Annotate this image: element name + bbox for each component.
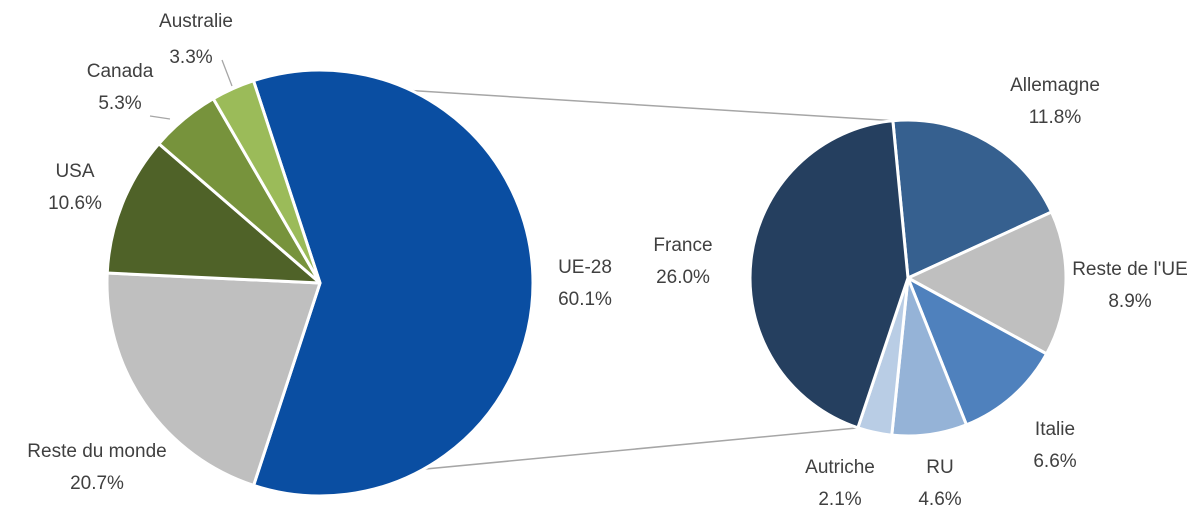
pie-slice: [211, 79, 322, 285]
category-label: UE-28: [558, 257, 612, 278]
pie-slice: [105, 142, 322, 285]
value-label: 20.7%: [70, 473, 124, 494]
value-label: 5.3%: [98, 93, 141, 114]
leader-line: [149, 115, 171, 120]
category-label: Allemagne: [1010, 75, 1100, 96]
value-label: 26.0%: [656, 267, 710, 288]
category-label: Autriche: [805, 457, 875, 478]
category-label: Australie: [159, 11, 233, 32]
category-label: USA: [55, 161, 94, 182]
value-label: 60.1%: [558, 289, 612, 310]
pie-slice: [906, 276, 1049, 427]
category-label: France: [653, 235, 712, 256]
category-label: Reste de l'UE: [1072, 259, 1188, 280]
category-label: Canada: [87, 61, 154, 82]
leader-line: [221, 59, 233, 87]
pie-slice: [748, 119, 910, 430]
pie-slice: [906, 210, 1068, 356]
value-label: 6.6%: [1033, 451, 1076, 472]
category-label: RU: [926, 457, 953, 478]
pie-slice: [251, 68, 535, 498]
labels: UE-28 60.1% Reste du monde 20.7% USA 10.6% Can…: [27, 11, 1188, 510]
pie-slice: [105, 271, 322, 487]
value-label: 3.3%: [169, 47, 212, 68]
pie-slice: [891, 118, 1054, 280]
value-label: 11.8%: [1029, 107, 1082, 128]
value-label: 8.9%: [1108, 291, 1151, 312]
category-label: Reste du monde: [27, 441, 166, 462]
pies: [105, 68, 1068, 498]
category-label: Italie: [1035, 419, 1075, 440]
value-label: 2.1%: [818, 489, 861, 510]
value-label: 4.6%: [918, 489, 961, 510]
value-label: 10.6%: [48, 193, 102, 214]
